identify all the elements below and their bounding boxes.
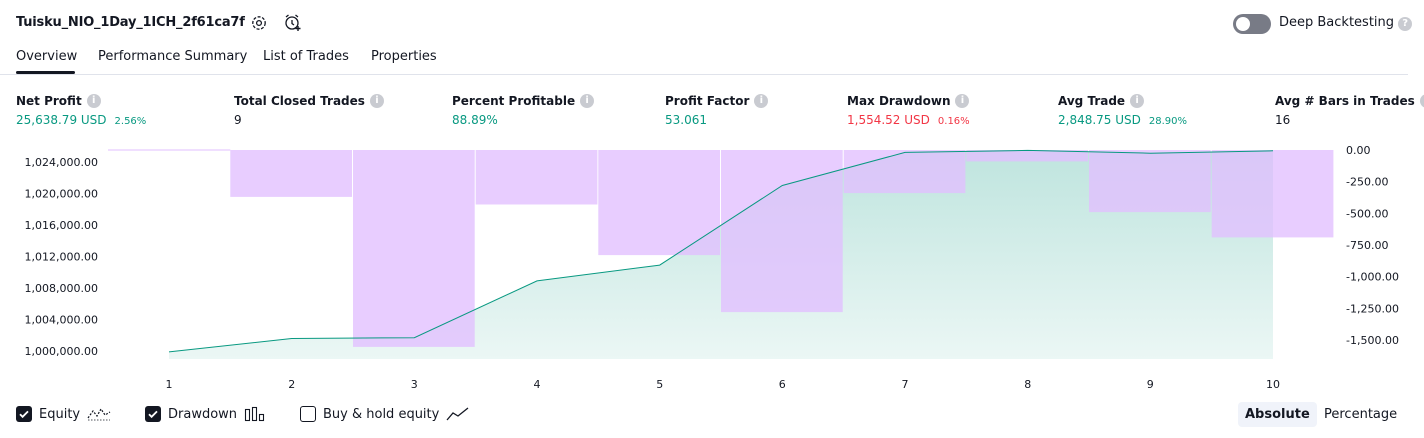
x-axis-tick-label: 2 (288, 378, 295, 391)
equity-line (168, 149, 1274, 353)
legend-label: Buy & hold equity (323, 406, 440, 422)
active-tab-indicator (16, 71, 75, 74)
stat-total-closed-trades: Total Closed Trades i 9 (234, 93, 384, 129)
stat-label: Avg Trade (1058, 94, 1126, 108)
deep-backtesting-toggle[interactable] (1233, 14, 1271, 34)
deep-backtesting-label: Deep Backtesting ? (1279, 15, 1413, 31)
tab-divider (0, 74, 1408, 75)
drawdown-bar (475, 150, 598, 205)
drawdown-bars-icon (244, 406, 265, 422)
tab-performance-summary[interactable]: Performance Summary (98, 49, 248, 64)
drawdown-bar (353, 150, 475, 347)
left-axis-tick-label: 1,016,000.00 (25, 219, 98, 232)
tab-properties[interactable]: Properties (371, 49, 437, 64)
info-icon[interactable]: i (955, 94, 970, 108)
right-axis-tick-label: -500.00 (1346, 207, 1388, 220)
stat-label: Max Drawdown (847, 94, 951, 108)
info-icon[interactable]: i (86, 94, 101, 108)
stat-label: Avg # Bars in Trades (1275, 94, 1415, 108)
stat-value: 16 (1275, 113, 1291, 127)
stat-value: 9 (234, 113, 242, 127)
legend-label: Equity (39, 406, 81, 422)
equity-checkbox[interactable] (16, 406, 32, 422)
tab-list-of-trades[interactable]: List of Trades (263, 49, 349, 64)
left-axis-tick-label: 1,012,000.00 (25, 251, 98, 264)
drawdown-bar (1211, 150, 1334, 238)
right-axis-tick-label: -1,000.00 (1346, 271, 1399, 284)
stat-percent-profitable: Percent Profitable i 88.89% (452, 93, 595, 129)
legend-equity[interactable]: Equity (16, 403, 111, 425)
right-axis-tick-label: -250.00 (1346, 176, 1388, 189)
stat-value: 1,554.52 USD (847, 113, 930, 127)
equity-drawdown-chart[interactable]: 1,000,000.00 1,004,000.00 1,008,000.00 1,01… (0, 140, 1424, 396)
stat-percent: 28.90% (1148, 116, 1188, 127)
x-axis-tick-label: 6 (779, 378, 786, 391)
right-axis-tick-label: -750.00 (1346, 239, 1388, 252)
info-icon[interactable]: i (754, 94, 769, 108)
deep-backtesting-text: Deep Backtesting (1279, 15, 1395, 30)
left-axis-tick-label: 1,004,000.00 (25, 314, 98, 327)
stat-avg-trade: Avg Trade i 2,848.75 USD 28.90% (1058, 93, 1187, 129)
x-axis-tick-label: 3 (411, 378, 418, 391)
x-axis-tick-label: 5 (656, 378, 663, 391)
drawdown-bar (1089, 150, 1211, 213)
left-axis-tick-label: 1,020,000.00 (25, 187, 98, 200)
legend-buy-hold-equity[interactable]: Buy & hold equity (300, 403, 470, 425)
x-axis-tick-label: 8 (1024, 378, 1031, 391)
tab-overview[interactable]: Overview (16, 49, 78, 64)
right-axis-tick-label: 0.00 (1346, 144, 1371, 157)
info-icon[interactable]: i (369, 94, 384, 108)
stat-max-drawdown: Max Drawdown i 1,554.52 USD 0.16% (847, 93, 970, 129)
drawdown-bar (843, 150, 966, 194)
info-icon[interactable]: i (1419, 94, 1424, 108)
stat-avg-bars-in-trades: Avg # Bars in Trades i 16 (1275, 93, 1424, 129)
right-axis-tick-label: -1,500.00 (1346, 334, 1399, 347)
stat-label: Profit Factor (665, 94, 750, 108)
stat-value: 2,848.75 USD (1058, 113, 1141, 127)
legend-label: Drawdown (168, 406, 238, 422)
drawdown-checkbox[interactable] (145, 406, 161, 422)
toggle-knob (1236, 17, 1250, 31)
x-axis-tick-label: 4 (534, 378, 541, 391)
x-axis-tick-label: 10 (1266, 378, 1280, 391)
legend-drawdown[interactable]: Drawdown (145, 403, 266, 425)
gear-icon[interactable] (248, 12, 270, 34)
stat-label: Net Profit (16, 94, 82, 108)
strategy-title: Tuisku_NIO_1Day_1ICH_2f61ca7f (16, 15, 245, 30)
left-axis-tick-label: 1,024,000.00 (25, 156, 98, 169)
drawdown-bar (721, 150, 843, 313)
buy-hold-checkbox[interactable] (300, 406, 316, 422)
info-icon[interactable]: i (1130, 94, 1145, 108)
absolute-button[interactable]: Absolute (1238, 402, 1317, 427)
stat-value: 25,638.79 USD (16, 113, 107, 127)
drawdown-bar (966, 150, 1088, 162)
stat-label: Total Closed Trades (234, 94, 365, 108)
percentage-button[interactable]: Percentage (1324, 407, 1398, 422)
stat-profit-factor: Profit Factor i 53.061 (665, 93, 769, 129)
equity-line-icon (87, 407, 111, 421)
drawdown-bar (230, 150, 352, 197)
x-axis-tick-label: 1 (166, 378, 173, 391)
stat-percent: 0.16% (937, 116, 970, 127)
x-axis-tick-label: 9 (1147, 378, 1154, 391)
add-alarm-clock-icon[interactable] (282, 12, 304, 34)
x-axis-tick-label: 7 (902, 378, 909, 391)
right-axis-tick-label: -1,250.00 (1346, 302, 1399, 315)
stat-label: Percent Profitable (452, 94, 576, 108)
stat-value: 88.89% (452, 113, 498, 127)
drawdown-bar (598, 150, 720, 256)
left-axis-tick-label: 1,008,000.00 (25, 282, 98, 295)
buy-hold-line-icon (446, 407, 469, 421)
question-icon[interactable]: ? (1398, 16, 1413, 31)
stat-value: 53.061 (665, 113, 707, 127)
stat-net-profit: Net Profit i 25,638.79 USD 2.56% (16, 93, 146, 129)
stat-percent: 2.56% (114, 116, 147, 127)
left-axis-tick-label: 1,000,000.00 (25, 345, 98, 358)
info-icon[interactable]: i (580, 94, 595, 108)
